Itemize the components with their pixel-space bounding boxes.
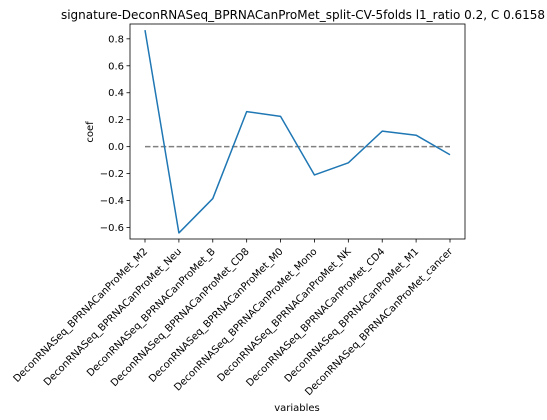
y-tick-label: 0.2 <box>108 115 124 126</box>
y-tick-label: 0.8 <box>108 34 124 45</box>
y-tick-label: 0.6 <box>108 61 124 72</box>
y-tick-label: 0.4 <box>108 88 124 99</box>
series-line-0 <box>144 29 451 234</box>
y-tick-label: −0.2 <box>100 169 124 180</box>
y-axis-label: coef <box>85 121 96 143</box>
y-tick-label: −0.6 <box>100 223 124 234</box>
plot-area <box>129 23 466 240</box>
y-axis: −0.6 −0.4 −0.2 0.0 0.2 0.4 0.6 0.8 <box>100 34 130 234</box>
x-axis-label: variables <box>274 403 320 414</box>
plot-frame <box>129 23 466 240</box>
x-axis: DeconRNASeq_BPRNACanProMet_M2DeconRNASeq… <box>12 239 456 398</box>
y-tick-label: 0.0 <box>108 142 124 153</box>
chart-title: signature-DeconRNASeq_BPRNACanProMet_spl… <box>61 8 545 22</box>
y-tick-label: −0.4 <box>100 196 124 207</box>
